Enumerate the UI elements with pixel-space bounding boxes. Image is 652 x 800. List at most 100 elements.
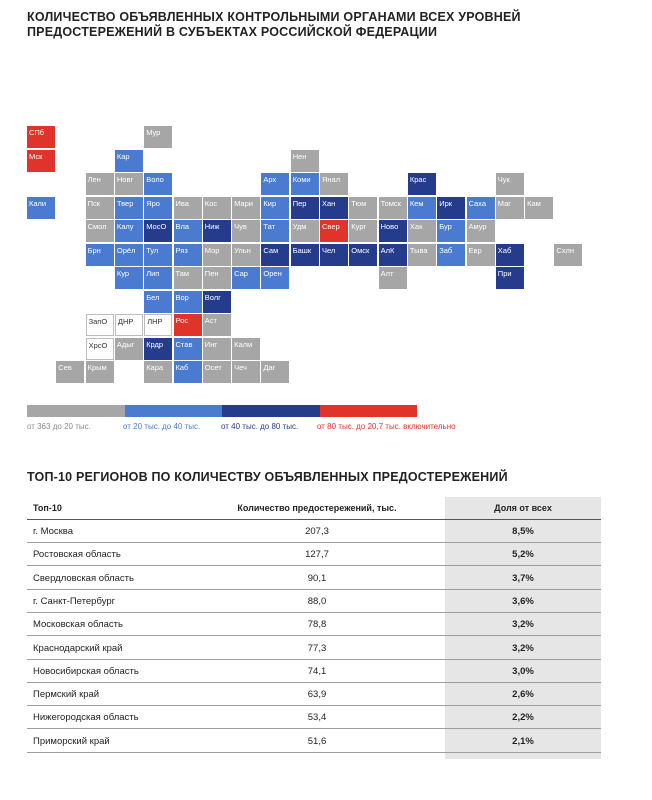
- region-tile: Лен: [85, 173, 114, 195]
- region-count: 51,6: [307, 735, 327, 747]
- legend-label: от 40 тыс. до 80 тыс.: [221, 422, 299, 431]
- region-tile: Адыг: [114, 337, 143, 360]
- region-tile: ЛНР: [144, 314, 173, 336]
- region-name: Пермский край: [33, 689, 100, 701]
- region-tile: Янал: [320, 173, 348, 195]
- region-tile: Кем: [407, 196, 436, 219]
- region-tile: Чув: [232, 220, 261, 242]
- region-tile: Сев: [56, 361, 85, 383]
- table-row: Новосибирская область 74,1 3,0%: [27, 660, 601, 683]
- region-tile: ДНР: [114, 314, 143, 336]
- region-tile: Саха: [466, 196, 495, 219]
- region-share: 5,2%: [512, 549, 534, 561]
- legend-swatch: [222, 405, 320, 417]
- region-tile: Тюм: [349, 196, 378, 219]
- region-tile: Алт: [378, 267, 407, 289]
- region-name: Краснодарский край: [33, 642, 123, 654]
- region-count: 78,8: [307, 619, 327, 631]
- region-tile: Схлн: [554, 243, 583, 266]
- legend-label: от 363 до 20 тыс.: [27, 422, 91, 431]
- region-tile: Крас: [407, 173, 436, 195]
- region-tile: Томск: [378, 196, 407, 219]
- region-count: 74,1: [307, 665, 327, 677]
- legend-swatch: [319, 405, 417, 417]
- legend-label: от 80 тыс. до 20,7 тыс. включительно: [317, 422, 456, 431]
- region-tile: Мск: [27, 149, 55, 172]
- region-tile: Ива: [173, 196, 202, 219]
- region-tile: Хан: [320, 196, 348, 219]
- region-tile: Свер: [320, 220, 348, 242]
- header-top10: Топ-10: [33, 503, 62, 513]
- region-tile: Крдр: [144, 337, 173, 360]
- region-count: 90,1: [307, 572, 327, 584]
- region-tile: Смол: [85, 220, 114, 242]
- region-tile: Пен: [202, 267, 231, 289]
- region-name: г. Санкт-Петербург: [33, 595, 116, 607]
- region-tile: Там: [173, 267, 202, 289]
- region-tile: Тыва: [407, 243, 436, 266]
- region-tile: Инг: [202, 337, 231, 360]
- region-count: 207,3: [305, 526, 329, 537]
- table-row: г. Санкт-Петербург 88,0 3,6%: [27, 590, 601, 613]
- region-tile: Коми: [290, 173, 319, 195]
- region-share: 3,2%: [512, 619, 534, 631]
- region-tile: Калу: [114, 220, 143, 242]
- header-count: Количество предостережений, тыс.: [237, 503, 397, 513]
- region-tile: Волг: [202, 290, 231, 313]
- region-count: 53,4: [307, 712, 327, 724]
- region-tile: При: [495, 267, 524, 289]
- table-row: Приморский край 51,6 2,1%: [27, 730, 601, 753]
- region-name: Московская область: [33, 619, 123, 631]
- region-tile: Бур: [437, 220, 466, 242]
- region-tile: Орен: [261, 267, 290, 289]
- region-name: Ростовская область: [33, 549, 121, 561]
- region-tile: Кург: [349, 220, 378, 242]
- region-tile: Брн: [85, 243, 114, 266]
- region-tile: Сар: [232, 267, 261, 289]
- region-tile: Кос: [202, 196, 231, 219]
- region-tile: Новг: [114, 173, 143, 195]
- table-row: Свердловская область 90,1 3,7%: [27, 567, 601, 590]
- region-share: 8,5%: [512, 526, 534, 537]
- region-count: 63,9: [307, 689, 327, 701]
- region-tile: Тул: [144, 243, 173, 266]
- region-tile: Кар: [114, 149, 143, 172]
- region-tile: Крым: [85, 361, 114, 383]
- region-tile-map: СПб Мск Мур Кар Нен Лен Новг Воло Арх Коми Янал Кра…: [27, 126, 583, 383]
- region-tile: Яро: [144, 196, 173, 219]
- region-tile: Калм: [232, 337, 261, 360]
- region-tile: Кам: [525, 196, 554, 219]
- region-tile: Чел: [320, 243, 348, 266]
- legend-label: от 20 тыс. до 40 тыс.: [123, 422, 201, 431]
- region-tile: Евр: [466, 243, 495, 266]
- region-tile: Ульн: [232, 243, 261, 266]
- legend-labels: от 363 до 20 тыс. от 20 тыс. до 40 тыс. от…: [27, 422, 497, 434]
- table-title: ТОП-10 РЕГИОНОВ ПО КОЛИЧЕСТВУ ОБЪЯВЛЕННЫ…: [27, 470, 508, 484]
- table-header-row: Топ-10 Количество предостережений, тыс. …: [27, 497, 601, 520]
- header-share: Доля от всех: [494, 503, 552, 513]
- region-tile: Бел: [144, 290, 173, 313]
- region-share: 2,6%: [512, 689, 534, 701]
- region-tile: Пск: [85, 196, 114, 219]
- region-tile: Твер: [114, 196, 143, 219]
- region-tile: Каб: [173, 361, 202, 383]
- region-count: 77,3: [307, 642, 327, 654]
- region-tile: Вор: [173, 290, 202, 313]
- table-row: Краснодарский край 77,3 3,2%: [27, 637, 601, 660]
- region-tile: Хаб: [495, 243, 524, 266]
- region-tile: Даг: [261, 361, 290, 383]
- region-tile: МосО: [144, 220, 173, 242]
- region-count: 127,7: [305, 549, 329, 561]
- region-tile: Амур: [466, 220, 495, 242]
- region-tile: Кара: [144, 361, 173, 383]
- region-tile: Мор: [202, 243, 231, 266]
- region-tile: Мари: [232, 196, 261, 219]
- region-tile: Лип: [144, 267, 173, 289]
- region-tile: Пер: [290, 196, 319, 219]
- region-tile: Мур: [144, 126, 173, 148]
- table-row: г. Москва 207,3 8,5%: [27, 520, 601, 543]
- region-tile: Воло: [144, 173, 173, 195]
- share-column-background: [445, 497, 601, 759]
- table-row: Пермский край 63,9 2,6%: [27, 683, 601, 707]
- region-tile: Маг: [495, 196, 524, 219]
